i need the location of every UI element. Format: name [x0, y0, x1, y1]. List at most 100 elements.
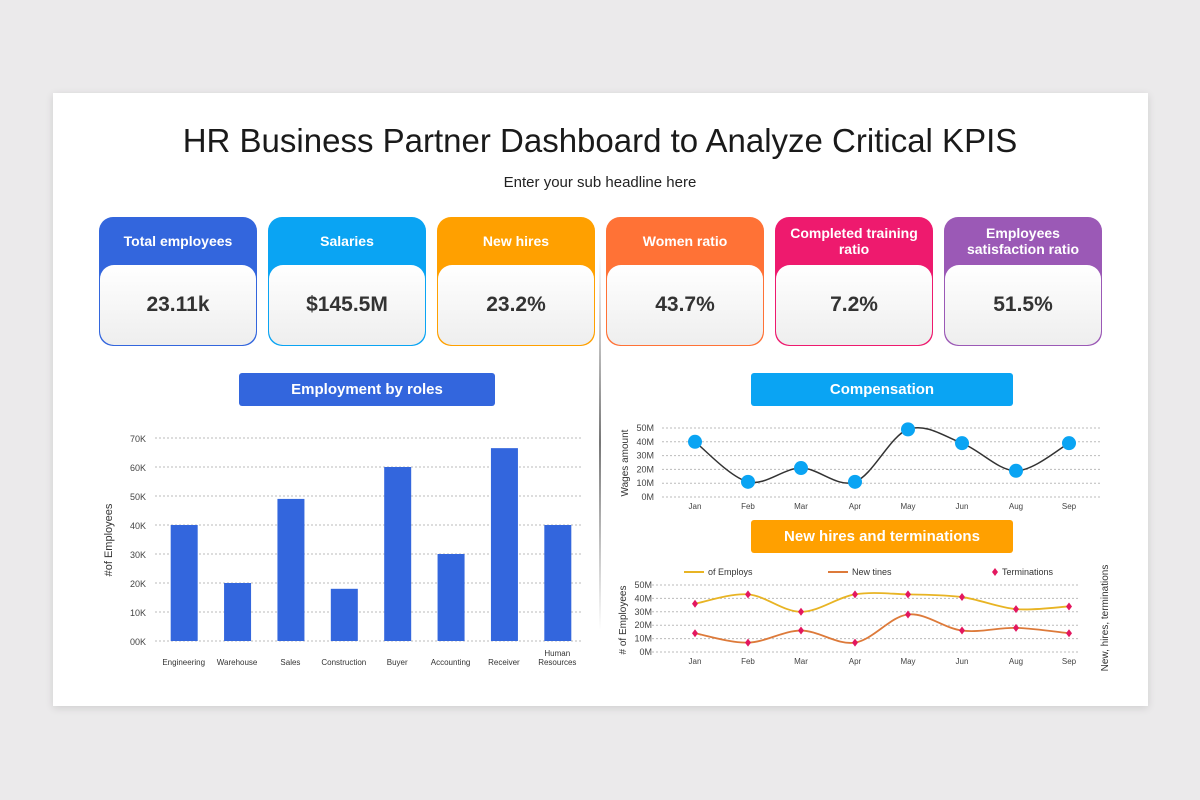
- data-point: [848, 474, 862, 489]
- x-tick-label: Receiver: [488, 658, 520, 667]
- y-tick-label: 50M: [634, 580, 652, 590]
- kpi-value: 51.5%: [945, 265, 1101, 345]
- y-axis-label: # of Employees: [618, 586, 629, 655]
- kpi-label: Salaries: [320, 233, 374, 249]
- kpi-card: Salaries $145.5M: [268, 217, 426, 346]
- x-tick-label: Buyer: [387, 658, 408, 667]
- bar: [277, 498, 305, 641]
- x-tick-label: Mar: [794, 502, 808, 511]
- y-tick-label: 20M: [636, 464, 654, 474]
- termination-marker: [852, 590, 858, 599]
- data-point: [1062, 436, 1076, 451]
- x-tick-label: Sep: [1062, 657, 1077, 666]
- kpi-card: Women ratio 43.7%: [606, 217, 764, 346]
- termination-marker: [1066, 629, 1072, 638]
- kpi-card: Completed training ratio 7.2%: [775, 217, 933, 346]
- y-tick-label: 0M: [639, 647, 652, 657]
- x-tick-label: Engineering: [162, 658, 205, 667]
- legend-marker: [992, 568, 998, 576]
- y-tick-label: 30K: [130, 550, 146, 560]
- termination-marker: [692, 629, 698, 638]
- y-tick-label: 0M: [641, 492, 654, 502]
- x-tick-label: Aug: [1009, 657, 1023, 666]
- x-tick-label: Feb: [741, 657, 755, 666]
- legend-label: Terminations: [1002, 567, 1054, 577]
- y-tick-label: 10M: [634, 634, 652, 644]
- page-subtitle: Enter your sub headline here: [503, 174, 697, 191]
- termination-marker: [1013, 623, 1019, 632]
- x-tick-label: Sep: [1062, 502, 1077, 511]
- x-tick-label: Jan: [689, 657, 702, 666]
- termination-marker: [905, 590, 911, 599]
- data-point: [955, 436, 969, 451]
- y-tick-label: 30M: [636, 451, 654, 461]
- x-tick-label: May: [900, 502, 915, 511]
- kpi-value: 23.2%: [438, 265, 594, 345]
- data-point: [1009, 463, 1023, 478]
- y-axis-label: #of Employees: [103, 503, 115, 576]
- y-tick-label: 60K: [130, 463, 146, 473]
- termination-marker: [798, 626, 804, 635]
- kpi-label: Women ratio: [642, 233, 728, 249]
- kpi-label: Total employees: [123, 233, 233, 249]
- kpi-card: Employees satisfaction ratio 51.5%: [944, 217, 1102, 346]
- termination-marker: [959, 593, 965, 602]
- x-tick-label: Construction: [321, 658, 366, 667]
- bar: [170, 525, 198, 641]
- x-tick-label: Feb: [741, 502, 755, 511]
- y-tick-label: 20K: [130, 579, 146, 589]
- kpi-value: 7.2%: [776, 265, 932, 345]
- series-line: [694, 592, 1070, 613]
- y-axis-label: Wages amount: [620, 429, 631, 496]
- x-tick-label: Apr: [849, 502, 862, 511]
- termination-marker: [905, 610, 911, 619]
- termination-marker: [959, 626, 965, 635]
- x-tick-label: Accounting: [431, 658, 471, 667]
- kpi-label: Employees satisfaction ratio: [966, 225, 1080, 257]
- bar: [224, 583, 252, 641]
- section-header-roles: Employment by roles: [239, 373, 495, 406]
- kpi-value: 43.7%: [607, 265, 763, 345]
- bar: [384, 467, 412, 641]
- legend-label: New tines: [852, 567, 892, 577]
- legend-label: of Employs: [708, 567, 753, 577]
- x-tick-label: Jun: [956, 657, 969, 666]
- termination-marker: [745, 638, 751, 647]
- kpi-label: New hires: [482, 233, 550, 249]
- bar: [544, 525, 572, 641]
- termination-marker: [1013, 605, 1019, 614]
- y2-axis-label: New, hires, terminations: [1100, 565, 1111, 672]
- x-tick-label: Warehouse: [217, 658, 258, 667]
- y-tick-label: 30M: [634, 607, 652, 617]
- termination-marker: [798, 607, 804, 616]
- section-header-compensation: Compensation: [751, 373, 1013, 406]
- x-tick-label: Aug: [1009, 502, 1023, 511]
- termination-marker: [1066, 602, 1072, 611]
- y-tick-label: 10M: [636, 478, 654, 488]
- termination-marker: [852, 638, 858, 647]
- data-point: [688, 434, 702, 449]
- bar: [330, 588, 358, 641]
- divider: [599, 255, 601, 630]
- kpi-value: 23.11k: [100, 265, 256, 345]
- x-tick-label: Jan: [689, 502, 702, 511]
- series-line: [694, 613, 1070, 644]
- bar: [437, 554, 465, 641]
- kpi-card: New hires 23.2%: [437, 217, 595, 346]
- y-tick-label: 00K: [130, 637, 146, 647]
- x-tick-label: May: [900, 657, 915, 666]
- x-tick-label: Apr: [849, 657, 862, 666]
- termination-marker: [692, 599, 698, 608]
- page-title: HR Business Partner Dashboard to Analyze…: [182, 122, 1018, 159]
- kpi-value: $145.5M: [269, 265, 425, 345]
- kpi-card: Total employees 23.11k: [99, 217, 257, 346]
- x-tick-label: Sales: [280, 658, 300, 667]
- y-tick-label: 70K: [130, 434, 146, 444]
- y-tick-label: 20M: [634, 620, 652, 630]
- y-tick-label: 50M: [636, 423, 654, 433]
- termination-marker: [745, 590, 751, 599]
- x-tick-label: Jun: [956, 502, 969, 511]
- data-point: [794, 461, 808, 476]
- y-tick-label: 50K: [130, 492, 146, 502]
